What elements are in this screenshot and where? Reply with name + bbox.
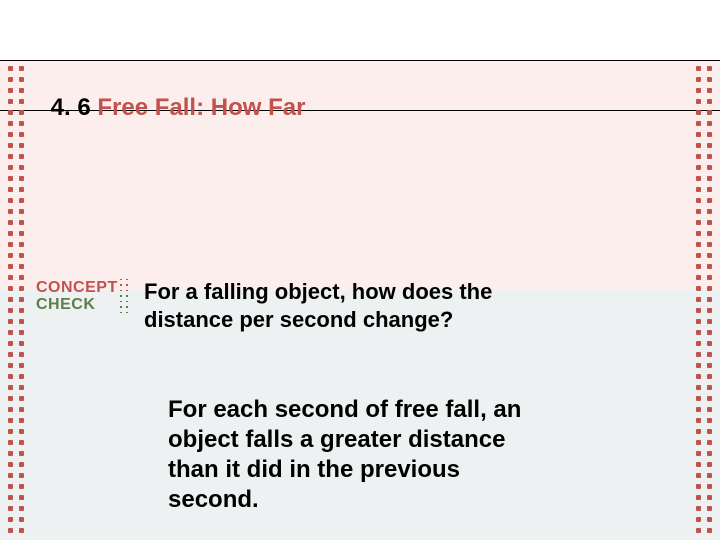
- answer-text: For each second of free fall, an object …: [168, 395, 548, 515]
- slide: 4. 6 Free Fall: How Far CONCEPT CHECK Fo…: [0, 0, 720, 540]
- dots-border-right: [696, 66, 720, 534]
- question-text: For a falling object, how does the dista…: [144, 278, 564, 333]
- concept-check-badge: CONCEPT CHECK: [36, 279, 134, 317]
- section-number: 4. 6: [51, 94, 91, 121]
- section-subtitle: Free Fall: How Far: [97, 94, 305, 121]
- rule-top: [0, 60, 720, 61]
- badge-dots: [120, 279, 134, 313]
- section-title: 4. 6 Free Fall: How Far: [24, 66, 305, 150]
